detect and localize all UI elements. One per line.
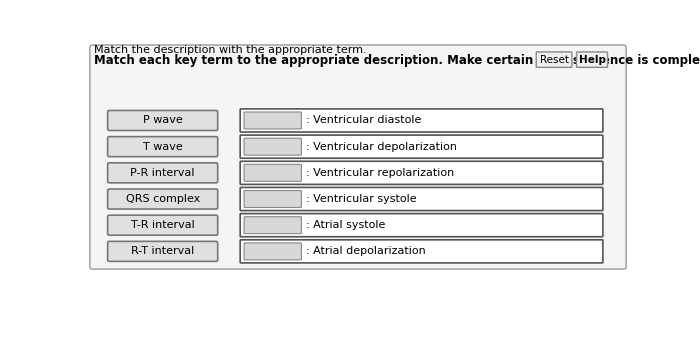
Text: : Atrial depolarization: : Atrial depolarization	[306, 246, 426, 256]
Text: : Ventricular depolarization: : Ventricular depolarization	[306, 142, 457, 152]
Text: T-R interval: T-R interval	[131, 220, 195, 230]
FancyBboxPatch shape	[244, 138, 302, 155]
FancyBboxPatch shape	[240, 109, 603, 132]
FancyBboxPatch shape	[577, 52, 608, 67]
Text: Reset: Reset	[540, 55, 568, 64]
FancyBboxPatch shape	[244, 191, 302, 208]
Text: : Atrial systole: : Atrial systole	[306, 220, 386, 230]
FancyBboxPatch shape	[108, 241, 218, 261]
FancyBboxPatch shape	[108, 110, 218, 130]
FancyBboxPatch shape	[244, 243, 302, 260]
Text: P-R interval: P-R interval	[130, 168, 195, 178]
FancyBboxPatch shape	[244, 112, 302, 129]
Text: : Ventricular systole: : Ventricular systole	[306, 194, 416, 204]
Text: : Ventricular repolarization: : Ventricular repolarization	[306, 168, 454, 178]
FancyBboxPatch shape	[240, 214, 603, 237]
Text: Match each key term to the appropriate description. Make certain each sentence i: Match each key term to the appropriate d…	[94, 54, 700, 67]
FancyBboxPatch shape	[240, 240, 603, 263]
Text: T wave: T wave	[143, 142, 183, 152]
FancyBboxPatch shape	[536, 52, 572, 67]
FancyBboxPatch shape	[244, 217, 302, 234]
FancyBboxPatch shape	[240, 161, 603, 185]
FancyBboxPatch shape	[108, 163, 218, 183]
Text: P wave: P wave	[143, 116, 183, 126]
FancyBboxPatch shape	[108, 137, 218, 157]
FancyBboxPatch shape	[240, 188, 603, 211]
FancyBboxPatch shape	[108, 215, 218, 235]
FancyBboxPatch shape	[108, 189, 218, 209]
FancyBboxPatch shape	[240, 135, 603, 158]
FancyBboxPatch shape	[244, 164, 302, 181]
Text: R-T interval: R-T interval	[131, 246, 195, 256]
Text: Match the description with the appropriate term.: Match the description with the appropria…	[94, 45, 366, 55]
Text: QRS complex: QRS complex	[125, 194, 200, 204]
Text: Help: Help	[578, 55, 606, 64]
FancyBboxPatch shape	[90, 45, 626, 269]
Text: : Ventricular diastole: : Ventricular diastole	[306, 116, 421, 126]
